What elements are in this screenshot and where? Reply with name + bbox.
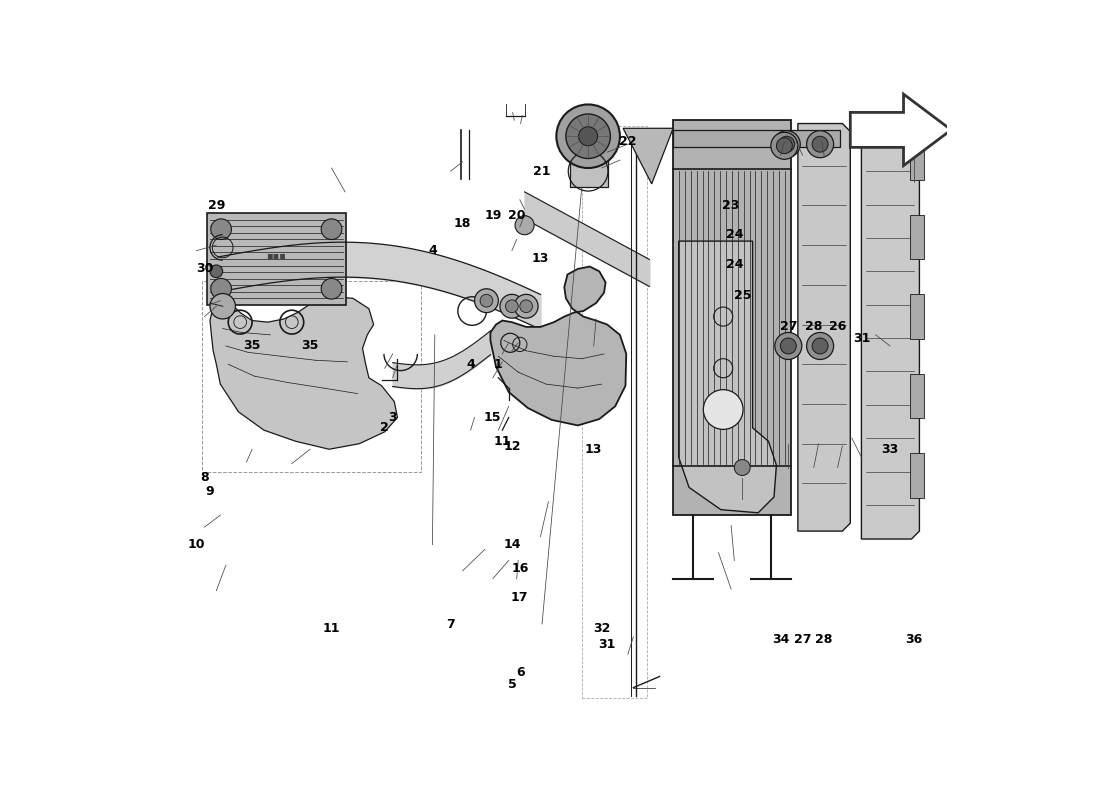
Text: 17: 17: [512, 590, 529, 603]
Text: 20: 20: [508, 209, 526, 222]
Text: 32: 32: [593, 622, 611, 635]
Text: 10: 10: [188, 538, 206, 551]
Polygon shape: [861, 115, 920, 539]
Circle shape: [774, 333, 802, 359]
Polygon shape: [679, 241, 777, 513]
Circle shape: [520, 300, 532, 313]
Text: 4: 4: [428, 244, 437, 257]
Text: 26: 26: [829, 321, 846, 334]
Bar: [207, 214, 345, 305]
Circle shape: [506, 300, 518, 313]
Circle shape: [211, 278, 231, 299]
Text: 36: 36: [905, 634, 923, 646]
Text: 27: 27: [794, 634, 812, 646]
Circle shape: [703, 390, 744, 430]
Bar: [910, 294, 924, 339]
Text: 29: 29: [208, 199, 226, 212]
Circle shape: [321, 278, 342, 299]
Text: 7: 7: [447, 618, 455, 630]
Text: 24: 24: [726, 228, 744, 242]
Bar: [673, 130, 840, 147]
Text: 15: 15: [484, 411, 502, 424]
Text: 22: 22: [619, 135, 637, 148]
Bar: [910, 374, 924, 418]
Circle shape: [771, 132, 797, 159]
Polygon shape: [850, 94, 952, 166]
Polygon shape: [210, 297, 397, 450]
Circle shape: [579, 126, 597, 146]
Circle shape: [777, 138, 792, 154]
Text: 9: 9: [206, 485, 214, 498]
Text: 21: 21: [534, 165, 551, 178]
Text: 12: 12: [503, 439, 520, 453]
Text: 35: 35: [301, 339, 319, 353]
Text: 1: 1: [494, 358, 503, 370]
Text: 33: 33: [881, 442, 899, 456]
Text: 28: 28: [815, 634, 833, 646]
Text: 13: 13: [531, 252, 549, 265]
Circle shape: [806, 333, 834, 359]
Circle shape: [321, 219, 342, 239]
Text: 18: 18: [454, 217, 471, 230]
Text: 4: 4: [466, 358, 475, 370]
Text: 27: 27: [780, 321, 798, 334]
Text: 13: 13: [585, 442, 603, 456]
Bar: [910, 135, 924, 180]
Circle shape: [211, 219, 231, 239]
Text: 23: 23: [723, 199, 740, 212]
Circle shape: [499, 294, 524, 318]
Text: 8: 8: [200, 471, 209, 484]
Circle shape: [565, 114, 610, 158]
Bar: [910, 215, 924, 259]
Circle shape: [515, 216, 535, 234]
Text: 19: 19: [484, 209, 502, 222]
Bar: [673, 119, 791, 515]
Bar: [582, 126, 647, 698]
Polygon shape: [798, 123, 850, 531]
Text: 11: 11: [322, 622, 340, 635]
Circle shape: [210, 294, 235, 319]
Text: 2: 2: [381, 422, 389, 434]
Text: 34: 34: [772, 634, 789, 646]
Text: ▪▪▪: ▪▪▪: [266, 250, 286, 260]
Circle shape: [557, 105, 620, 168]
Circle shape: [780, 338, 796, 354]
Text: 24: 24: [726, 258, 744, 271]
Text: 25: 25: [734, 289, 751, 302]
Text: 30: 30: [196, 262, 213, 275]
Text: 28: 28: [805, 321, 823, 334]
Text: 3: 3: [388, 411, 397, 424]
Bar: [910, 454, 924, 498]
Circle shape: [474, 289, 498, 313]
Circle shape: [210, 265, 222, 278]
Text: 5: 5: [508, 678, 517, 691]
Circle shape: [735, 459, 750, 475]
Circle shape: [806, 130, 834, 158]
Circle shape: [812, 338, 828, 354]
Circle shape: [515, 294, 538, 318]
Circle shape: [812, 136, 828, 152]
Circle shape: [779, 136, 794, 152]
Polygon shape: [623, 128, 673, 184]
Text: 31: 31: [852, 331, 870, 345]
Text: 6: 6: [516, 666, 525, 679]
Text: 14: 14: [503, 538, 520, 551]
Text: 35: 35: [243, 339, 261, 353]
Text: 11: 11: [494, 435, 512, 448]
Bar: [570, 149, 608, 187]
Circle shape: [480, 294, 493, 307]
Text: 16: 16: [512, 562, 528, 575]
Bar: [202, 281, 420, 471]
Circle shape: [773, 130, 801, 158]
Polygon shape: [491, 266, 626, 426]
Text: 31: 31: [598, 638, 616, 651]
